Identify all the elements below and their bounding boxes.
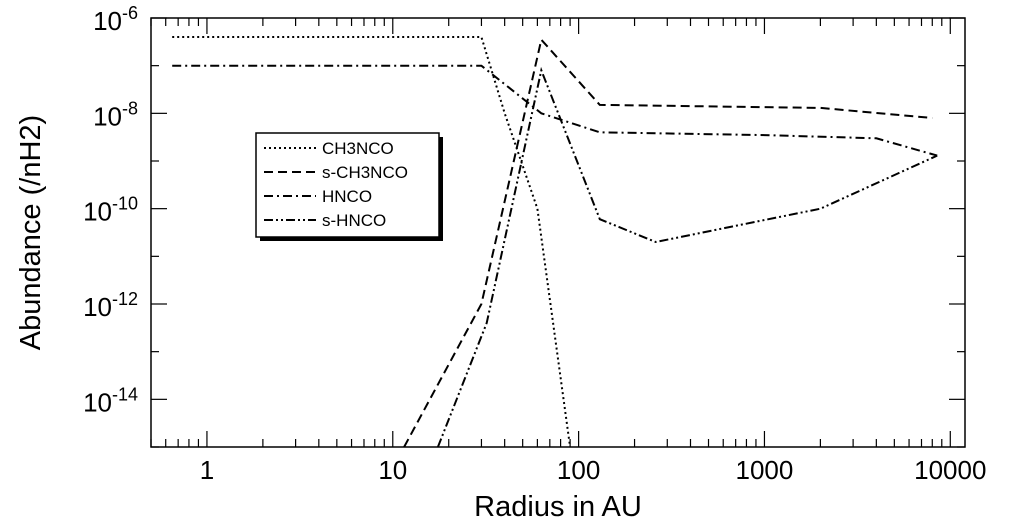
y-tick-label-1: 10-8: [93, 98, 138, 131]
y-tick-label-3: 10-12: [83, 289, 138, 322]
series-line-2: [172, 64, 938, 157]
legend: CH3NCO s-CH3NCO HNCO s-HNCO: [255, 132, 443, 241]
x-tick-label-2: 100: [557, 455, 600, 485]
series-line-1: [403, 37, 933, 448]
y-tick-label-0: 10-6: [93, 3, 138, 36]
series-line-3: [436, 66, 938, 448]
tick-labels: 1 10 100 1000 10000 10-6 10-8 10-10 10-12 10-14: [83, 3, 986, 485]
legend-items: CH3NCO s-CH3NCO HNCO s-HNCO: [264, 139, 408, 230]
legend-label-0: CH3NCO: [322, 139, 394, 158]
x-tick-label-1: 10: [378, 455, 407, 485]
x-tick-label-3: 1000: [736, 455, 794, 485]
x-axis-title: Radius in AU: [474, 491, 642, 523]
series-line-0: [172, 36, 572, 448]
x-tick-label-4: 10000: [914, 455, 986, 485]
legend-label-2: HNCO: [322, 187, 372, 206]
plot-frame: [150, 17, 966, 448]
legend-label-1: s-CH3NCO: [322, 163, 408, 182]
y-tick-label-4: 10-14: [83, 384, 138, 417]
series-layer: [172, 36, 938, 448]
x-tick-label-0: 1: [200, 455, 214, 485]
y-axis-title: Abundance (/nH2): [15, 115, 47, 350]
y-tick-label-2: 10-10: [83, 194, 138, 227]
legend-label-3: s-HNCO: [322, 211, 386, 230]
